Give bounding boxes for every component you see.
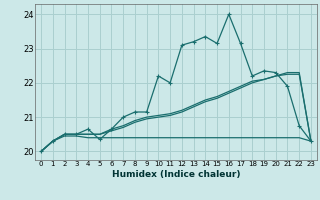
X-axis label: Humidex (Indice chaleur): Humidex (Indice chaleur): [112, 170, 240, 179]
